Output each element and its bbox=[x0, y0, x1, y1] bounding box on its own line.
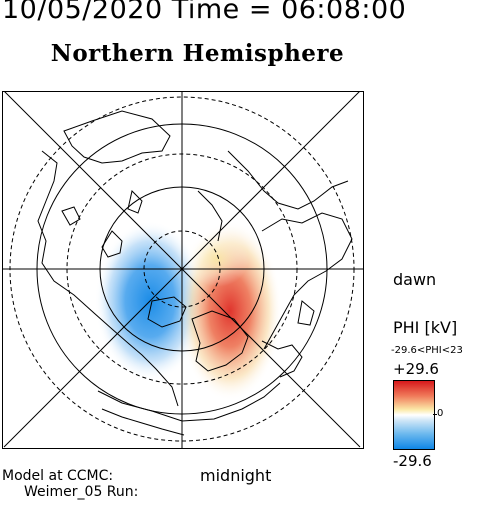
legend-title: PHI [kV] bbox=[393, 318, 458, 337]
dawn-label: dawn bbox=[393, 270, 437, 289]
polar-map bbox=[2, 91, 364, 453]
coastlines bbox=[37, 110, 353, 436]
weak-positive-region bbox=[185, 231, 249, 287]
legend-range: -29.6<PHI<23 bbox=[391, 345, 463, 356]
hemisphere-title: Northern Hemisphere bbox=[50, 40, 345, 67]
colorbar-zero-tick bbox=[433, 414, 437, 415]
colorbar bbox=[393, 380, 435, 450]
model-label: Model at CCMC: bbox=[2, 468, 114, 484]
legend-min-label: -29.6 bbox=[393, 452, 432, 470]
latitude-grid bbox=[2, 91, 364, 449]
legend-zero-label: 0 bbox=[437, 408, 444, 419]
legend-max-label: +29.6 bbox=[393, 360, 439, 378]
midnight-label: midnight bbox=[200, 466, 272, 485]
date-time-title: 10/05/2020 Time = 06:08:00 bbox=[2, 0, 407, 25]
run-label: Weimer_05 Run: bbox=[24, 484, 139, 500]
